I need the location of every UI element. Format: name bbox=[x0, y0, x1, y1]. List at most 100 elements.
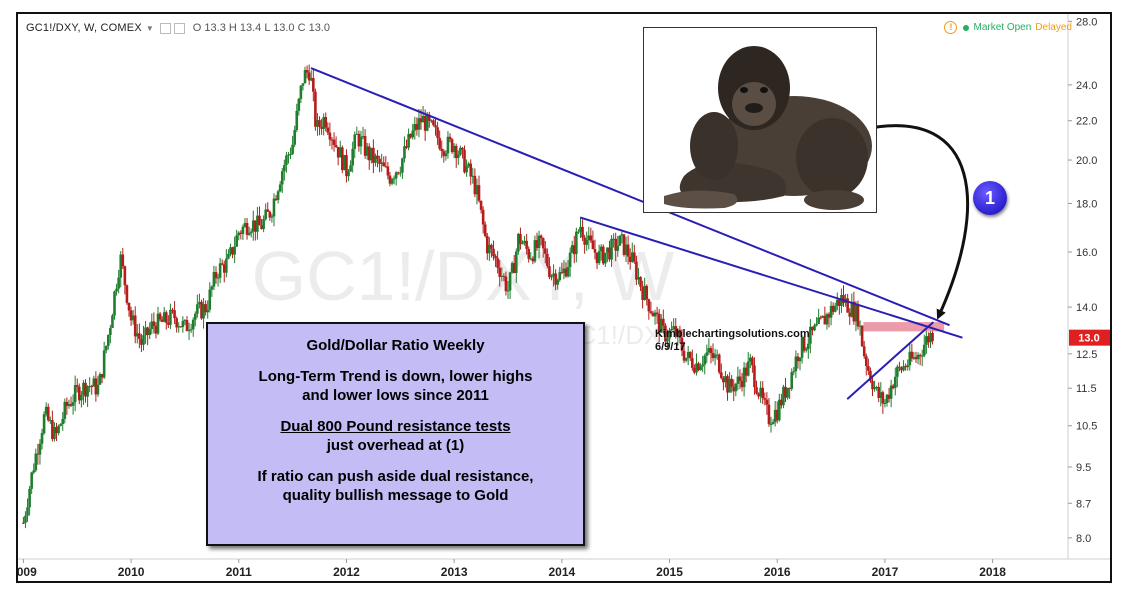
candle-body bbox=[183, 320, 187, 322]
candle-body bbox=[514, 251, 518, 274]
candle-body bbox=[173, 310, 176, 319]
candle-body bbox=[662, 318, 665, 326]
last-price-tag: 13.0 bbox=[1069, 329, 1110, 346]
x-tick-label: 2016 bbox=[764, 565, 791, 579]
candle-body bbox=[601, 246, 605, 264]
x-tick-label: 2011 bbox=[226, 565, 252, 579]
candle-body bbox=[722, 378, 725, 383]
candle-body bbox=[821, 315, 825, 318]
candle-body bbox=[278, 184, 282, 192]
candle-body bbox=[117, 277, 120, 289]
candle-body bbox=[674, 326, 678, 336]
candle-body bbox=[150, 321, 154, 330]
candle-body bbox=[332, 139, 336, 146]
candle-body bbox=[276, 191, 280, 201]
candle-body bbox=[463, 149, 466, 173]
y-tick-label: 8.7 bbox=[1076, 498, 1091, 510]
candle-body bbox=[382, 162, 386, 167]
candle-body bbox=[312, 78, 315, 92]
candle-body bbox=[96, 384, 100, 395]
candle-body bbox=[856, 304, 860, 327]
candle-body bbox=[274, 198, 278, 201]
candle-body bbox=[376, 155, 379, 159]
candle-body bbox=[452, 145, 456, 153]
candle-body bbox=[535, 240, 539, 249]
candle-body bbox=[258, 215, 261, 226]
candle-body bbox=[326, 127, 330, 133]
candle-body bbox=[864, 356, 868, 367]
candle-body bbox=[927, 336, 930, 343]
candle-body bbox=[189, 329, 193, 331]
candle-body bbox=[784, 386, 787, 398]
candle-body bbox=[775, 409, 779, 421]
candle-body bbox=[245, 222, 249, 235]
price-chart[interactable]: GC1!/DXY, W GC1!/DXY 8.08.79.510.511.512… bbox=[18, 14, 1110, 581]
candle-body bbox=[496, 258, 499, 268]
x-tick-label: 2009 bbox=[18, 565, 37, 579]
candle-body bbox=[448, 136, 452, 140]
candle-body bbox=[297, 98, 301, 111]
candle-body bbox=[635, 261, 638, 280]
candle-body bbox=[53, 427, 56, 440]
candle-body bbox=[796, 356, 800, 362]
candle-body bbox=[142, 335, 145, 345]
candle-body bbox=[593, 249, 597, 253]
candle-body bbox=[106, 334, 110, 346]
candle-body bbox=[521, 243, 524, 245]
chart-credit: Kimblechartingsolutions.com 6/9/17 bbox=[655, 328, 810, 354]
candle-body bbox=[40, 433, 44, 444]
candle-body bbox=[399, 172, 402, 174]
candle-body bbox=[583, 237, 586, 245]
candle-body bbox=[782, 386, 785, 406]
candle-body bbox=[469, 163, 473, 177]
chevron-down-icon[interactable]: ▼ bbox=[145, 23, 154, 33]
candle-body bbox=[436, 127, 439, 138]
candle-body bbox=[554, 273, 557, 285]
candle-body bbox=[100, 374, 104, 378]
note-trend-line-1: Long-Term Trend is down, lower highs bbox=[258, 368, 533, 385]
candle-body bbox=[581, 226, 584, 238]
candle-body bbox=[889, 385, 893, 399]
candle-body bbox=[657, 314, 661, 333]
candle-body bbox=[301, 83, 305, 86]
candle-body bbox=[871, 381, 874, 390]
symbol-label[interactable]: GC1!/DXY, W, COMEX bbox=[26, 22, 142, 34]
candle-body bbox=[247, 232, 251, 235]
candle-body bbox=[595, 252, 599, 264]
candle-body bbox=[577, 231, 580, 233]
candle-body bbox=[734, 383, 738, 392]
alert-icon[interactable]: ! bbox=[944, 21, 958, 34]
y-tick-label: 28.0 bbox=[1076, 16, 1097, 28]
candle-body bbox=[819, 317, 823, 319]
settings-icon[interactable] bbox=[159, 22, 171, 34]
candle-body bbox=[65, 401, 69, 407]
candle-body bbox=[763, 398, 767, 400]
candle-body bbox=[920, 355, 924, 357]
candle-body bbox=[506, 290, 510, 292]
candle-body bbox=[695, 363, 698, 373]
y-tick-label: 22.0 bbox=[1076, 116, 1097, 128]
candle-body bbox=[309, 78, 313, 81]
candle-body bbox=[355, 133, 359, 135]
y-tick-label: 20.0 bbox=[1076, 155, 1097, 167]
visibility-icon[interactable] bbox=[173, 22, 185, 34]
candle-body bbox=[198, 301, 201, 305]
candle-body bbox=[744, 367, 748, 376]
candle-body bbox=[127, 302, 131, 311]
candle-body bbox=[465, 166, 468, 173]
trendline bbox=[579, 216, 963, 339]
candle-body bbox=[256, 215, 259, 232]
candle-body bbox=[862, 346, 866, 357]
candle-body bbox=[891, 385, 895, 389]
candle-body bbox=[351, 148, 354, 166]
candle-body bbox=[912, 357, 916, 359]
candle-body bbox=[483, 224, 487, 237]
candle-body bbox=[479, 200, 483, 210]
candle-body bbox=[475, 185, 479, 195]
candle-body bbox=[867, 366, 870, 371]
candle-body bbox=[817, 317, 820, 324]
candle-body bbox=[206, 309, 210, 313]
candle-body bbox=[639, 277, 642, 287]
candle-body bbox=[736, 376, 740, 384]
candle-body bbox=[78, 386, 81, 401]
